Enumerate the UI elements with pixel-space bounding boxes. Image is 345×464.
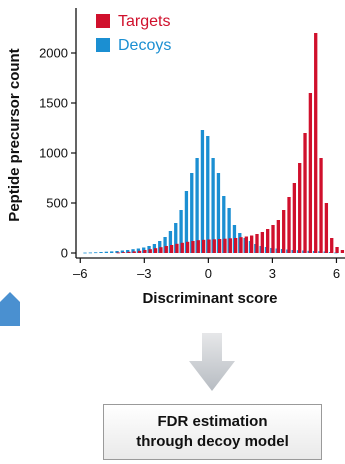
decoy-bar <box>222 196 226 253</box>
decoy-bar <box>131 249 135 253</box>
plot-area <box>83 33 345 254</box>
legend-label-decoys: Decoys <box>118 37 171 54</box>
y-tick-label: 2000 <box>39 46 68 61</box>
decoy-bar <box>190 173 194 253</box>
target-bar <box>233 238 238 253</box>
target-bar <box>308 93 313 253</box>
fdr-box-line-1: FDR estimation <box>157 413 268 430</box>
y-tick-label: 1000 <box>39 146 68 161</box>
legend-label-targets: Targets <box>118 13 170 30</box>
target-bar <box>169 245 174 253</box>
target-bar <box>180 242 184 253</box>
legend: Targets Decoys <box>96 13 171 54</box>
decoy-bar <box>168 231 173 253</box>
x-tick-label: 6 <box>333 266 340 281</box>
decoy-bar <box>216 173 221 253</box>
decoy-bar <box>195 158 199 253</box>
target-bar <box>282 210 286 253</box>
decoy-bar <box>200 130 205 253</box>
target-bar <box>116 252 120 254</box>
decoy-bar <box>158 241 162 253</box>
target-bar <box>250 235 254 253</box>
decoy-bar <box>110 251 114 253</box>
down-arrow-icon <box>189 333 235 391</box>
target-bar <box>159 247 163 253</box>
y-tick-label: 1500 <box>39 96 68 111</box>
target-bar <box>292 183 297 253</box>
decoy-bar <box>104 251 109 253</box>
target-bar <box>255 234 259 253</box>
decoy-bar <box>99 252 103 253</box>
target-bar <box>127 251 131 253</box>
target-bar <box>287 197 291 253</box>
target-bar <box>207 239 211 253</box>
target-bar <box>330 238 334 253</box>
target-bar <box>196 240 200 253</box>
target-bar <box>271 225 275 253</box>
decoy-bar <box>174 223 178 253</box>
target-bar <box>153 248 158 253</box>
target-bar <box>201 239 206 253</box>
legend-swatch-decoys <box>96 38 110 52</box>
target-bar <box>217 239 222 253</box>
decoy-bar <box>136 248 141 253</box>
target-bar <box>185 241 190 253</box>
decoy-bar <box>126 250 130 253</box>
target-bar <box>223 238 227 253</box>
decoy-bar <box>184 191 189 253</box>
decoy-bar <box>211 158 215 253</box>
decoy-bar <box>206 136 210 253</box>
target-bar <box>298 163 302 253</box>
y-tick-label: 500 <box>46 196 68 211</box>
y-axis-title: Peptide precursor count <box>6 48 23 221</box>
decoy-bar <box>179 210 183 253</box>
chart: –6 –3 0 3 6 0 500 1000 1500 2000 Peptide precurso… <box>6 8 345 307</box>
x-axis-title: Discriminant score <box>142 290 277 307</box>
decoy-bar <box>83 252 87 254</box>
target-bar <box>228 238 232 253</box>
decoy-bar <box>163 237 167 253</box>
target-bar <box>335 247 339 253</box>
target-bar <box>239 237 243 253</box>
target-bar <box>303 133 307 253</box>
side-arrow-icon <box>0 292 20 326</box>
target-bar <box>324 203 329 253</box>
y-tick-label: 0 <box>61 246 68 261</box>
fdr-estimation-box: FDR estimation through decoy model <box>103 404 322 460</box>
target-bar <box>319 158 323 253</box>
target-bar <box>276 220 280 253</box>
target-bar <box>266 229 270 253</box>
ticks: –6 –3 0 3 6 0 500 1000 1500 2000 <box>39 46 340 282</box>
target-bar <box>164 246 168 253</box>
decoy-bar <box>94 252 98 254</box>
x-tick-label: 0 <box>205 266 212 281</box>
fdr-box-line-2: through decoy model <box>136 433 289 450</box>
target-bar <box>132 251 136 253</box>
target-bar <box>244 236 248 253</box>
x-tick-label: –3 <box>137 266 151 281</box>
decoy-bar <box>115 251 119 253</box>
target-bar <box>260 232 264 253</box>
legend-swatch-targets <box>96 14 110 28</box>
target-bar <box>212 239 216 253</box>
target-bar <box>340 250 345 253</box>
target-bar <box>191 241 195 253</box>
target-bar <box>175 243 179 253</box>
target-bar <box>143 250 147 253</box>
x-tick-label: 3 <box>269 266 276 281</box>
decoy-bar <box>88 252 92 254</box>
target-bar <box>148 249 152 253</box>
axes <box>75 8 345 259</box>
decoy-bar <box>227 208 231 253</box>
target-bar <box>121 252 126 253</box>
target-bar <box>137 250 142 253</box>
target-bar <box>314 33 318 253</box>
decoy-bar <box>120 250 125 253</box>
x-tick-label: –6 <box>73 266 87 281</box>
